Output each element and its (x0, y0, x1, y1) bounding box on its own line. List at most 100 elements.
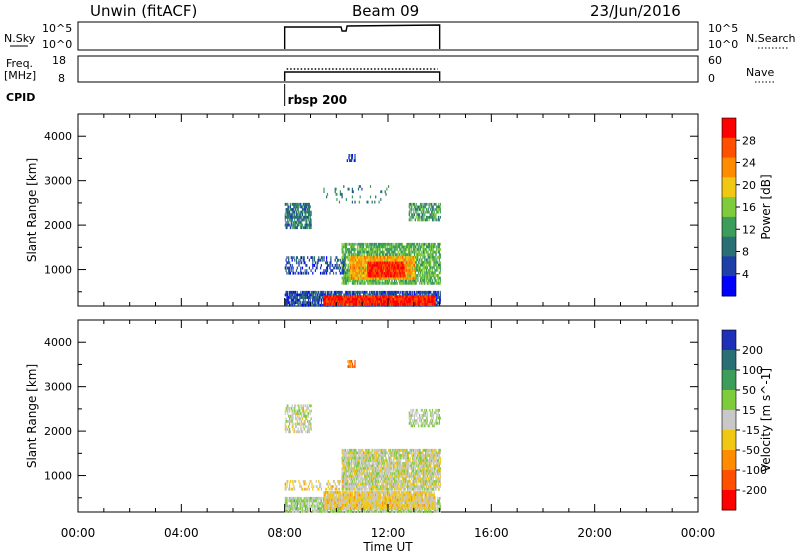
data-cell (365, 266, 367, 270)
data-cell (332, 295, 335, 299)
data-cell (382, 242, 384, 246)
data-cell (436, 218, 438, 222)
data-cell (412, 290, 414, 294)
data-cell (378, 279, 380, 283)
data-cell (423, 261, 425, 264)
data-cell (306, 269, 308, 272)
data-cell (371, 295, 373, 299)
data-cell (380, 245, 382, 249)
data-cell (363, 274, 366, 278)
data-cell (327, 295, 329, 299)
data-cell (290, 496, 292, 500)
data-cell (429, 271, 431, 275)
data-cell (292, 507, 294, 511)
data-cell (303, 496, 305, 500)
data-cell (286, 261, 288, 265)
data-cell (309, 213, 311, 217)
data-cell (383, 502, 385, 505)
data-cell (318, 298, 320, 302)
data-cell (400, 266, 403, 270)
data-cell (350, 293, 352, 297)
data-cell (381, 295, 383, 299)
data-cell (350, 279, 352, 283)
data-cell (295, 261, 298, 265)
data-cell (426, 271, 428, 275)
data-cell (406, 297, 409, 301)
data-cell (423, 253, 425, 257)
data-cell (395, 300, 397, 304)
data-cell (402, 256, 404, 259)
data-cell (409, 215, 411, 219)
data-cell (330, 264, 332, 267)
data-cell (417, 250, 419, 254)
data-cell (424, 279, 426, 283)
data-cell (294, 499, 296, 503)
data-cell (363, 290, 366, 294)
data-cell (407, 242, 409, 246)
data-cell (408, 281, 410, 285)
data-cell (365, 297, 367, 301)
data-cell (420, 210, 422, 214)
data-cell (326, 303, 329, 306)
data-cell (422, 242, 424, 246)
data-cell (411, 297, 413, 301)
data-cell (417, 274, 419, 277)
data-cell (304, 296, 306, 299)
data-cell (382, 295, 384, 299)
data-cell (358, 261, 360, 265)
data-cell (389, 303, 391, 306)
data-cell (360, 295, 362, 299)
data-cell (388, 290, 391, 294)
data-cell (407, 271, 409, 275)
data-cell (414, 248, 416, 251)
data-cell (383, 242, 385, 246)
data-cell (364, 297, 366, 301)
data-cell (306, 218, 308, 222)
data-cell (292, 293, 294, 297)
data-cell (412, 281, 414, 285)
data-cell (391, 279, 393, 283)
data-cell (363, 297, 365, 301)
data-cell (427, 268, 429, 272)
data-cell (330, 303, 332, 306)
data-cell (376, 258, 378, 262)
data-cell (362, 256, 364, 259)
data-cell (294, 290, 296, 294)
data-cell (394, 295, 397, 299)
data-cell (437, 261, 439, 264)
data-cell (388, 295, 391, 299)
data-cell (405, 258, 407, 262)
data-cell (374, 269, 376, 273)
data-cell (354, 258, 356, 262)
data-cell (438, 276, 440, 280)
data-cell (358, 185, 360, 188)
data-cell (429, 300, 431, 304)
data-cell (369, 266, 371, 270)
data-cell (313, 290, 316, 294)
data-cell (299, 202, 301, 206)
data-cell (415, 274, 417, 277)
data-cell (426, 300, 428, 304)
data-cell (389, 269, 391, 273)
data-cell (298, 499, 300, 503)
data-cell (362, 261, 364, 265)
data-cell (406, 303, 409, 306)
data-cell (419, 268, 422, 272)
data-cell (304, 202, 306, 206)
data-cell (363, 256, 365, 259)
data-cell (406, 274, 408, 278)
data-cell (369, 281, 371, 285)
data-cell (297, 202, 299, 206)
data-cell (323, 269, 325, 272)
data-cell (341, 192, 343, 196)
data-cell (412, 297, 414, 301)
data-cell (325, 295, 327, 299)
data-cell (389, 242, 391, 246)
data-cell (434, 295, 436, 299)
data-cell (425, 295, 428, 299)
data-cell (367, 279, 369, 283)
data-cell (286, 301, 288, 305)
data-cell (294, 215, 296, 219)
data-cell (399, 293, 401, 297)
data-cell (364, 266, 366, 270)
